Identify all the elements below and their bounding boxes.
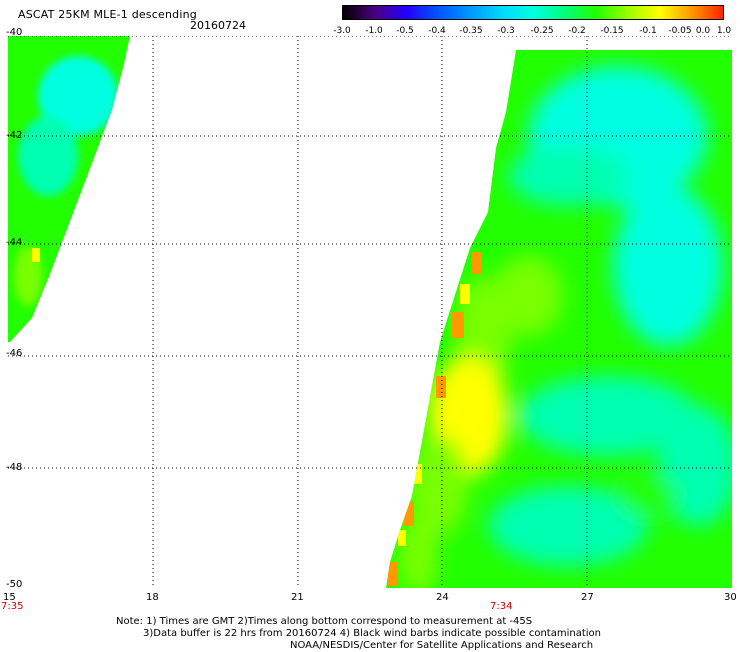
lat-label: -44 — [6, 237, 23, 248]
colorbar-label: -0.25 — [530, 26, 554, 36]
swath-map — [8, 36, 732, 588]
colorbar-labels: -3.0 -1.0 -0.5 -0.4 -0.35 -0.3 -0.25 -0.… — [330, 26, 735, 38]
colorbar-label: -0.5 — [396, 26, 414, 36]
lat-label: -40 — [6, 27, 23, 38]
edge-cell — [388, 562, 398, 586]
note-line-3: NOAA/NESDIS/Center for Satellite Applica… — [290, 640, 594, 651]
field-lime-w — [493, 256, 563, 336]
colorbar-label: -0.4 — [428, 26, 446, 36]
colorbar-label: -3.0 — [333, 26, 351, 36]
field-lime-s — [398, 516, 438, 588]
field-aqua-w — [18, 116, 78, 196]
swath-west — [8, 36, 130, 342]
swath-east-field — [398, 66, 732, 588]
lat-label: -48 — [6, 462, 23, 473]
colorbar-label: -1.0 — [365, 26, 383, 36]
field-cyan-w — [38, 56, 118, 136]
field-green-s — [618, 476, 678, 516]
field-aqua-s — [488, 486, 648, 566]
colorbar-label: 0.0 — [695, 26, 711, 36]
field-aqua-n — [508, 146, 628, 206]
field-aqua-c — [518, 376, 698, 456]
edge-cell — [460, 284, 470, 304]
field-lime-sw — [408, 436, 468, 536]
lon-label: 15 — [3, 592, 16, 603]
lat-label: -50 — [6, 579, 23, 590]
colorbar-label: -0.05 — [668, 26, 692, 36]
edge-cell — [412, 464, 422, 484]
lat-label: -46 — [6, 348, 23, 359]
swath-east — [386, 50, 732, 588]
colorbar-label: -0.35 — [459, 26, 483, 36]
graticule — [8, 36, 732, 588]
lon-label: 30 — [724, 592, 737, 603]
swath-east-edge — [388, 252, 482, 586]
lon-label: 21 — [291, 592, 304, 603]
time-label: 7:35 — [1, 601, 24, 612]
lat-label: -42 — [6, 130, 23, 141]
time-label: 7:34 — [490, 601, 513, 612]
colorbar-label: -0.2 — [568, 26, 586, 36]
product-title: ASCAT 25KM MLE-1 descending — [18, 8, 197, 21]
note-line-1: Note: 1) Times are GMT 2)Times along bot… — [116, 616, 533, 627]
edge-cell — [452, 312, 464, 338]
note-line-2: 3)Data buffer is 22 hrs from 20160724 4)… — [143, 628, 601, 639]
lon-label: 27 — [581, 592, 594, 603]
colorbar-label: -0.1 — [639, 26, 657, 36]
edge-cell — [472, 252, 482, 274]
field-cyan-e — [613, 186, 723, 346]
edge-cell — [404, 502, 414, 526]
lon-label: 18 — [146, 592, 159, 603]
colorbar — [342, 5, 724, 20]
product-date: 20160724 — [190, 19, 246, 32]
lon-label: 24 — [436, 592, 449, 603]
edge-cell — [398, 530, 406, 546]
colorbar-label: 1.0 — [716, 26, 732, 36]
colorbar-label: -0.15 — [600, 26, 624, 36]
edge-cell — [436, 376, 446, 398]
colorbar-label: -0.3 — [497, 26, 515, 36]
edge-cell — [32, 248, 40, 262]
